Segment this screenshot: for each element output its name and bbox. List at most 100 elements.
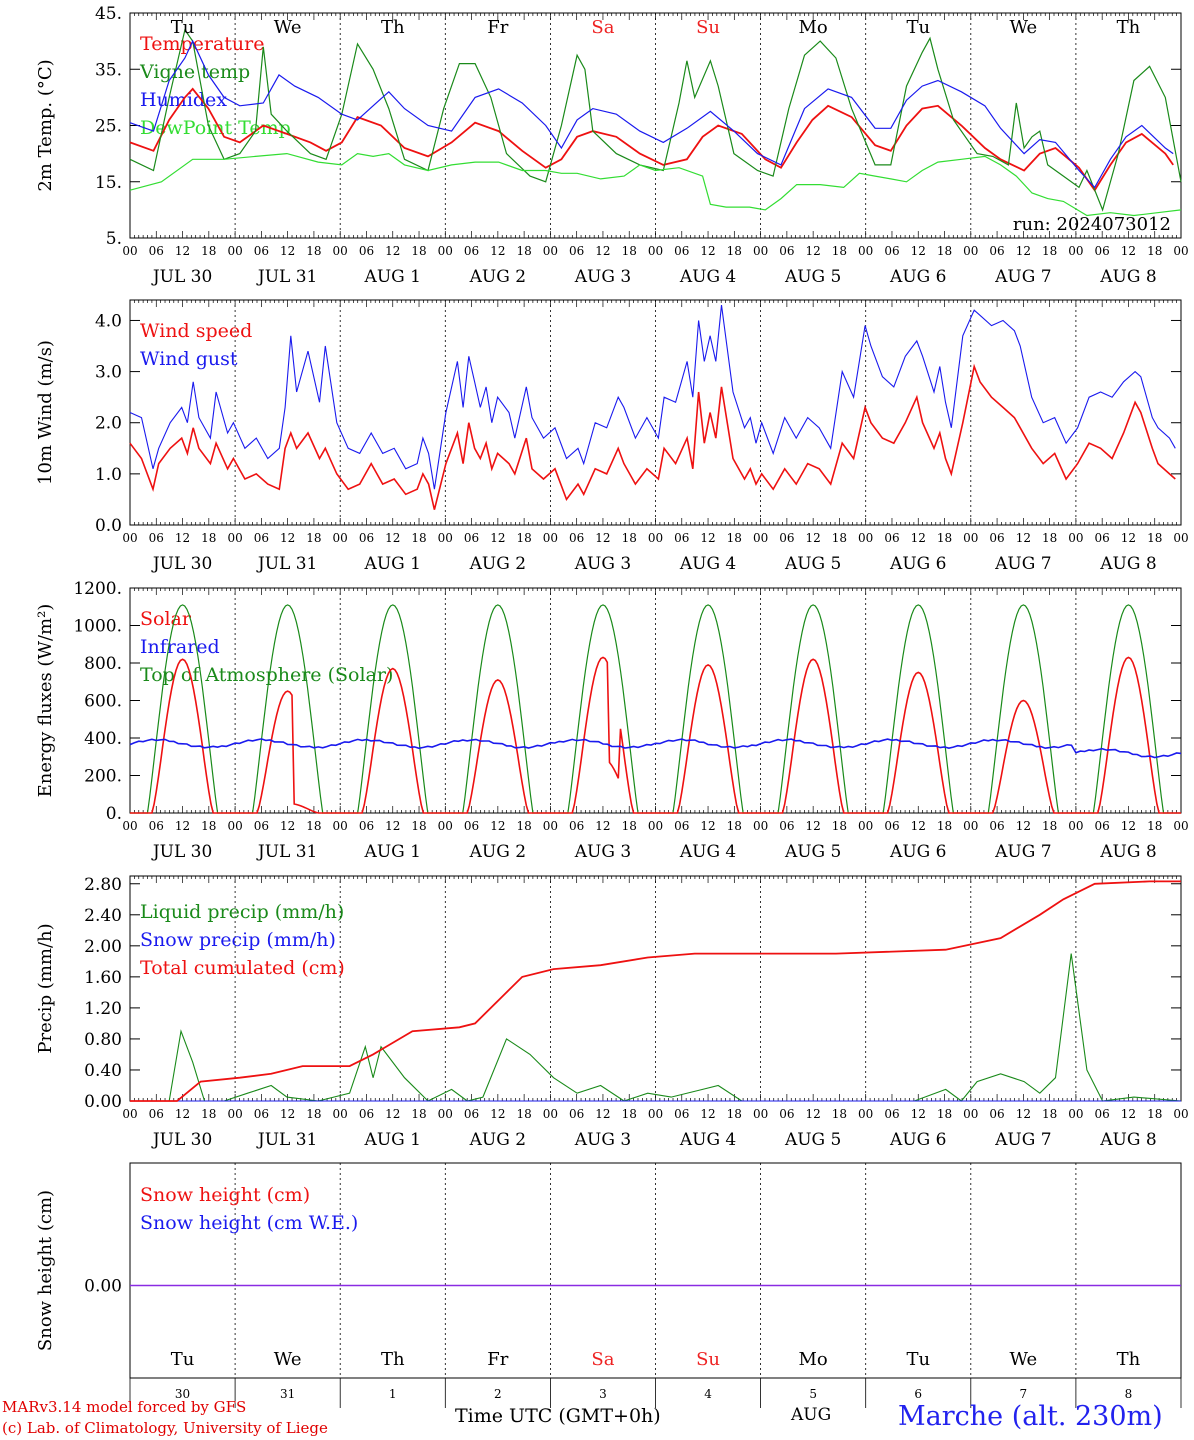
hour-label: 00 [648,531,663,545]
hour-label: 06 [254,1107,269,1121]
hour-label: 18 [201,244,216,258]
day-number: 6 [914,1387,922,1401]
hour-label: 18 [1042,244,1057,258]
y-axis-title: Energy fluxes (W/m²) [35,604,56,798]
date-label: AUG 2 [469,842,526,862]
hour-label: 00 [438,819,453,833]
hour-label: 12 [385,244,400,258]
panel-wind: 00 06 12 18 00 06 12 18 00 06 12 18 00 06 12 18 00 06 12 18… [35,299,1189,574]
date-label: AUG 3 [574,1130,631,1150]
y-tick-label: 1.60 [84,968,122,988]
hour-label: 00 [333,819,348,833]
day-number: 1 [389,1387,397,1401]
hour-label: 06 [1095,819,1110,833]
hour-label: 18 [201,1107,216,1121]
series-infrared-line [129,738,1182,759]
day-abbr-bottom: Su [696,1349,720,1370]
legend-entry: Vigne temp [139,61,250,83]
hour-label: 00 [648,1107,663,1121]
hour-label: 12 [175,819,190,833]
hour-label: 00 [543,244,558,258]
hour-label: 06 [359,1107,374,1121]
hour-label: 00 [1173,531,1188,545]
day-number: 5 [809,1387,817,1401]
hour-label: 12 [1016,244,1031,258]
hour-label: 18 [1042,1107,1057,1121]
hour-label: 06 [989,819,1004,833]
legend-entry: Snow height (cm) [140,1184,310,1206]
date-label: JUL 30 [151,842,212,862]
hour-label: 00 [438,531,453,545]
y-tick-label: 200. [84,767,122,787]
day-abbr-bottom: Th [381,1349,405,1370]
y-tick-label: 45. [95,4,122,24]
date-label: AUG 6 [889,1130,946,1150]
credit-model: MARv3.14 model forced by GFS [2,1398,247,1416]
y-axis-title: Precip (mm/h) [35,923,56,1053]
hour-label: 06 [674,1107,689,1121]
hour-label: 12 [595,1107,610,1121]
hour-label: 18 [411,819,426,833]
date-label: AUG 1 [364,1130,421,1150]
hour-label: 00 [333,531,348,545]
hour-label: 00 [438,1107,453,1121]
hour-label: 18 [306,531,321,545]
hour-label: 06 [569,531,584,545]
hour-label: 06 [1095,531,1110,545]
y-tick-label: 1.0 [95,465,122,485]
day-abbr-top: Mo [799,17,828,38]
hour-label: 12 [911,819,926,833]
hour-label: 18 [1147,819,1162,833]
day-abbr-bottom: Tu [906,1349,930,1370]
hour-label: 18 [832,1107,847,1121]
y-tick-label: 1200. [73,579,122,599]
hour-label: 12 [490,531,505,545]
day-abbr-bottom: We [274,1349,302,1370]
panel-precip: 00 06 12 18 00 06 12 18 00 06 12 18 00 06 12 18 00 06 12 18… [35,875,1189,1150]
y-tick-label: 4.0 [95,311,122,331]
hour-label: 12 [595,819,610,833]
y-tick-label: 1.20 [84,999,122,1019]
date-label: AUG 7 [994,842,1051,862]
y-tick-label: 600. [84,692,122,712]
hour-label: 06 [254,819,269,833]
y-tick-label: 3.0 [95,363,122,383]
hour-label: 12 [700,819,715,833]
hour-label: 12 [1121,244,1136,258]
hour-label: 00 [753,1107,768,1121]
date-label: AUG 4 [679,842,736,862]
series-green-line [130,953,1182,1102]
day-abbr-top: Sa [591,17,614,38]
hour-label: 00 [543,531,558,545]
hour-label: 18 [622,244,637,258]
hour-label: 18 [306,1107,321,1121]
hour-label: 06 [989,531,1004,545]
hour-label: 00 [858,244,873,258]
series-solar-line [130,656,1181,814]
hour-label: 18 [306,819,321,833]
hour-label: 06 [674,531,689,545]
hour-label: 12 [1121,531,1136,545]
hour-label: 00 [963,244,978,258]
hour-label: 12 [911,531,926,545]
hour-label: 00 [648,819,663,833]
hour-label: 12 [1016,531,1031,545]
date-label: AUG 6 [889,554,946,574]
date-label: JUL 30 [151,267,212,287]
hour-label: 00 [1173,819,1188,833]
date-label: AUG 5 [784,554,841,574]
date-label: AUG 3 [574,554,631,574]
hour-label: 18 [832,244,847,258]
hour-label: 06 [674,819,689,833]
hour-label: 06 [359,244,374,258]
date-label: AUG 8 [1099,1130,1156,1150]
hour-label: 00 [963,531,978,545]
y-axis-title: 10m Wind (m/s) [35,340,56,485]
date-label: AUG 7 [994,1130,1051,1150]
day-abbr-top: Tu [906,17,930,38]
hour-label: 12 [806,1107,821,1121]
day-number: 7 [1020,1387,1028,1401]
y-tick-label: 0.0 [95,516,122,536]
hour-label: 00 [543,819,558,833]
date-label: JUL 31 [256,1130,317,1150]
